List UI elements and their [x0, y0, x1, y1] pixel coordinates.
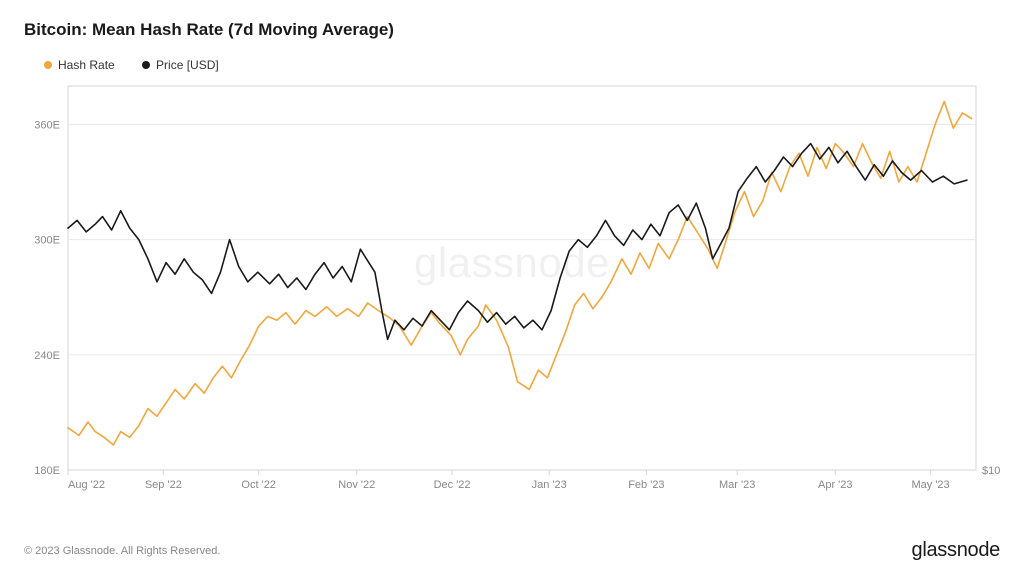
line-chart: 180E 240E 300E 360E $10k Aug '22 Sep '22 Oct '2… — [24, 78, 1000, 498]
footer: © 2023 Glassnode. All Rights Reserved. g… — [24, 539, 1000, 562]
svg-text:$10k: $10k — [982, 465, 1000, 477]
chart-title: Bitcoin: Mean Hash Rate (7d Moving Avera… — [24, 20, 1000, 40]
legend-label-hashrate: Hash Rate — [58, 58, 115, 72]
legend-item-price: Price [USD] — [142, 58, 219, 72]
svg-text:Sep '22: Sep '22 — [145, 479, 182, 491]
svg-text:180E: 180E — [34, 465, 60, 477]
legend-item-hashrate: Hash Rate — [44, 58, 115, 72]
svg-text:Apr '23: Apr '23 — [818, 479, 853, 491]
chart-area: glassnode 180E240E300E360E$10kAug '22Sep… — [24, 78, 1000, 498]
svg-text:Feb '23: Feb '23 — [628, 479, 664, 491]
svg-text:Nov '22: Nov '22 — [338, 479, 375, 491]
svg-text:Mar '23: Mar '23 — [719, 479, 755, 491]
svg-text:Oct '22: Oct '22 — [241, 479, 276, 491]
svg-text:300E: 300E — [34, 235, 60, 247]
legend-swatch-price — [142, 61, 150, 69]
svg-text:May '23: May '23 — [912, 479, 950, 491]
svg-text:240E: 240E — [34, 350, 60, 362]
svg-text:Jan '23: Jan '23 — [532, 479, 567, 491]
legend-swatch-hashrate — [44, 61, 52, 69]
legend-label-price: Price [USD] — [156, 58, 219, 72]
svg-text:Dec '22: Dec '22 — [434, 479, 471, 491]
svg-text:Aug '22: Aug '22 — [68, 479, 105, 491]
brand-logo: glassnode — [912, 539, 1000, 562]
copyright-text: © 2023 Glassnode. All Rights Reserved. — [24, 545, 220, 557]
svg-text:360E: 360E — [34, 119, 60, 131]
legend: Hash Rate Price [USD] — [44, 58, 1000, 72]
